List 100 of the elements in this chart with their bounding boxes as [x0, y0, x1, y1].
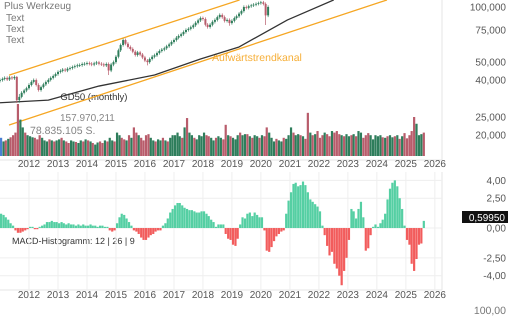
bar [4, 140, 7, 156]
x-tick-label: 2023 [336, 290, 360, 301]
bar [280, 228, 282, 232]
bar [41, 226, 44, 228]
bar [123, 214, 126, 228]
bar [190, 210, 193, 228]
bar [217, 224, 220, 228]
bar [379, 135, 382, 156]
x-tick-label: 2022 [308, 159, 330, 170]
bar [202, 211, 206, 228]
bar [77, 143, 80, 156]
annotation: 157.970,211 [60, 113, 116, 124]
bar [186, 208, 188, 228]
bar [128, 222, 130, 228]
bar [96, 142, 99, 156]
bar [232, 228, 234, 245]
bar [50, 220, 53, 228]
bar [268, 228, 270, 252]
bar [0, 214, 2, 228]
bar [164, 140, 166, 156]
bar [74, 226, 78, 228]
x-tick-label: 2014 [76, 159, 99, 170]
bar [352, 211, 355, 228]
bar [0, 138, 2, 156]
bar [68, 143, 70, 156]
x-tick-label: 2025 [394, 290, 418, 301]
bar [80, 140, 82, 156]
bar [420, 134, 422, 156]
bar [178, 202, 181, 228]
x-tick-label: 2014 [76, 290, 99, 301]
bar [132, 127, 135, 156]
bar [403, 133, 406, 156]
bar [248, 212, 251, 228]
y-tick-label: 50,000 [475, 58, 506, 69]
bar [154, 228, 157, 232]
bar [254, 212, 256, 228]
bar [43, 140, 46, 156]
bar [210, 138, 212, 156]
bar [184, 127, 186, 156]
bar [125, 218, 128, 228]
bar [98, 226, 102, 228]
bar [212, 140, 215, 156]
bar [324, 132, 326, 156]
bar [202, 132, 206, 156]
bar [251, 138, 254, 156]
bar [98, 141, 102, 156]
bar [398, 138, 401, 156]
bar [74, 142, 78, 156]
bar [111, 140, 114, 156]
bar [227, 135, 230, 156]
candlestick [267, 5, 270, 18]
bar [333, 132, 336, 156]
bar [208, 216, 210, 228]
bar [200, 211, 203, 228]
bar [159, 140, 162, 156]
bar [236, 135, 239, 156]
bar [294, 135, 297, 156]
bar [205, 214, 208, 228]
bar [292, 132, 295, 156]
bar [150, 138, 152, 156]
bar [190, 135, 193, 156]
bar [58, 139, 60, 156]
candlestick [257, 1, 260, 6]
bar [89, 224, 92, 228]
candlestick [110, 62, 112, 72]
bar [26, 135, 29, 156]
bar [234, 228, 237, 246]
x-tick-label: 2024 [366, 159, 388, 170]
y-tick-label: 0,00 [486, 224, 506, 235]
bar [316, 131, 319, 156]
bar [120, 138, 123, 156]
bar [28, 136, 32, 156]
candlestick [10, 76, 13, 80]
bar [152, 228, 154, 234]
candlestick [16, 76, 18, 104]
bar [86, 140, 90, 156]
bar [135, 228, 138, 232]
bar [217, 136, 220, 156]
bar [340, 135, 343, 156]
bar [328, 136, 331, 156]
bar [34, 138, 36, 156]
bar [116, 132, 118, 156]
bar [268, 132, 270, 156]
bar [266, 127, 268, 156]
bar [70, 224, 72, 228]
bar [174, 135, 176, 156]
bar [138, 135, 140, 156]
y-tick-label: 2,50 [486, 194, 506, 205]
bar [285, 138, 288, 156]
bar [374, 224, 377, 228]
x-tick-label: 2026 [424, 290, 446, 301]
bar [275, 138, 278, 156]
bar [314, 204, 316, 228]
bar [370, 135, 372, 156]
x-tick-label: 2024 [366, 290, 388, 301]
bar [260, 135, 264, 156]
bar [244, 134, 246, 156]
x-tick-label: 2015 [104, 290, 128, 301]
x-tick-label: 2017 [162, 290, 186, 301]
bar [101, 226, 104, 228]
